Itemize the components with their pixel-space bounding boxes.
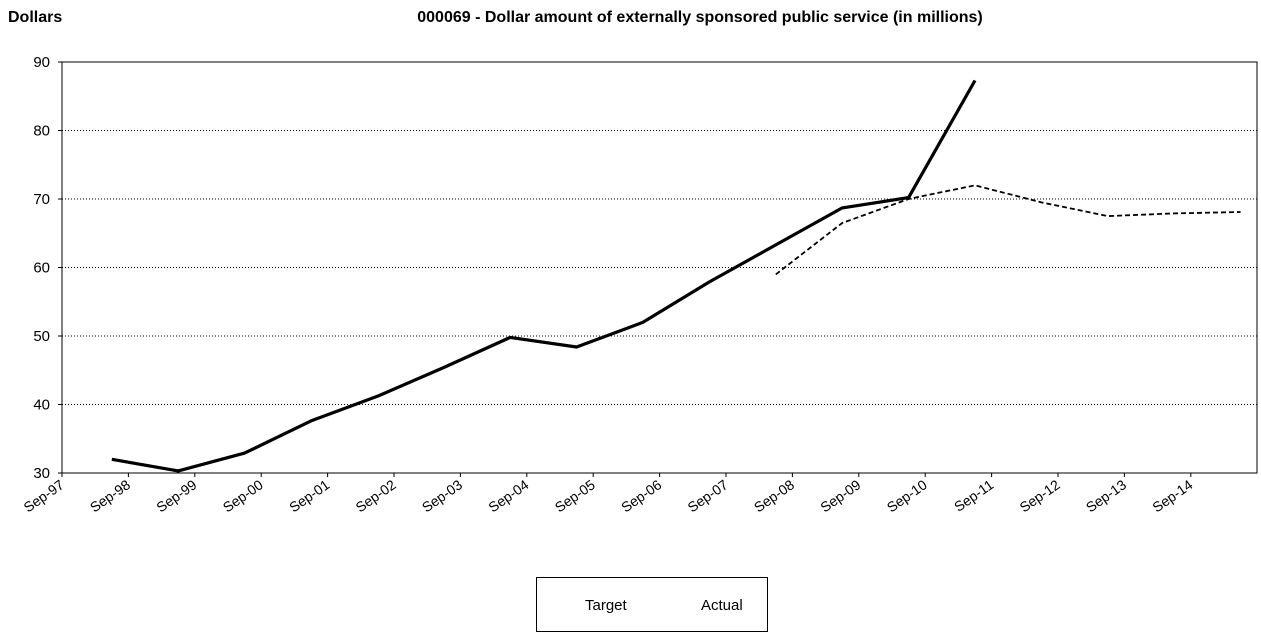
series-line-target [775, 184, 1241, 276]
x-tick-label: Sep-98 [87, 476, 133, 515]
legend-label-actual: Actual [701, 597, 743, 614]
x-tick-label: Sep-07 [685, 476, 731, 515]
x-tick-label: Sep-01 [286, 476, 332, 515]
x-tick-label: Sep-14 [1149, 476, 1195, 515]
x-tick-label: Sep-10 [884, 476, 930, 515]
x-tick-label: Sep-05 [552, 476, 598, 515]
y-tick-label: 40 [33, 397, 50, 414]
series-line-actual [111, 79, 977, 473]
chart-title: 000069 - Dollar amount of externally spo… [417, 9, 983, 26]
legend: Target Actual [536, 577, 768, 632]
y-tick-label: 60 [33, 260, 50, 277]
y-tick-label: 30 [33, 465, 50, 482]
legend-label-target: Target [585, 597, 627, 614]
y-axis-title: Dollars [8, 9, 63, 26]
y-tick-label: 50 [33, 328, 50, 345]
x-tick-label: Sep-04 [485, 476, 531, 515]
x-tick-label: Sep-03 [419, 476, 465, 515]
x-tick-label: Sep-11 [951, 476, 996, 515]
y-tick-label: 80 [33, 123, 50, 140]
x-tick-label: Sep-08 [751, 476, 797, 515]
x-tick-label: Sep-97 [21, 476, 67, 515]
x-tick-label: Sep-09 [817, 476, 863, 515]
x-tick-label: Sep-02 [353, 476, 399, 515]
y-tick-label: 90 [33, 54, 50, 71]
x-tick-label: Sep-06 [618, 476, 664, 515]
x-tick-label: Sep-12 [1017, 476, 1063, 515]
x-tick-label: Sep-00 [220, 476, 266, 515]
x-tick-label: Sep-99 [153, 476, 199, 515]
y-tick-label: 70 [33, 191, 50, 208]
x-tick-label: Sep-13 [1083, 476, 1129, 515]
